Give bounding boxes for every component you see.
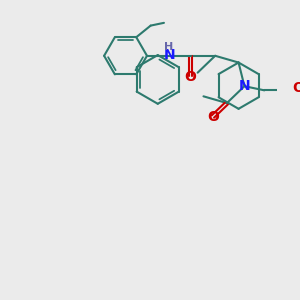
Text: O: O — [208, 110, 219, 124]
Text: O: O — [184, 70, 196, 84]
Text: N: N — [163, 48, 175, 62]
Text: H: H — [164, 42, 174, 52]
Text: O: O — [292, 81, 300, 95]
Text: N: N — [238, 79, 250, 93]
